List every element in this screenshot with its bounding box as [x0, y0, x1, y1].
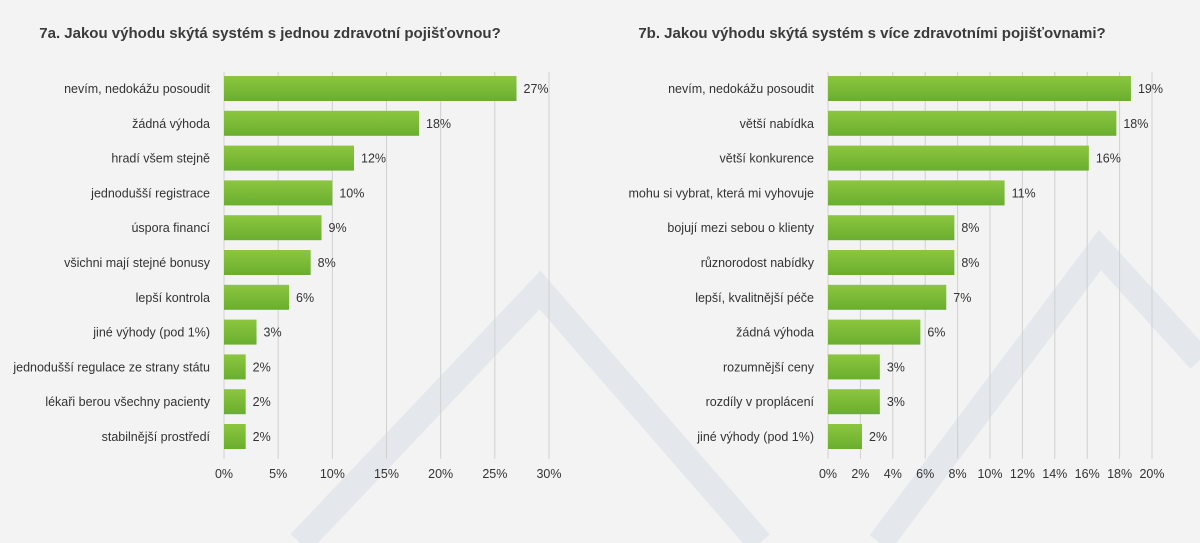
chart-7a-axis-ticks: 0% 5% 10% 15% 20% 25% 30% [215, 467, 562, 481]
x-tick-label: 0% [819, 467, 837, 481]
bar [224, 319, 257, 345]
chart-7a-data-labels: 27% 18% 12% 10% 9% 8% 6% 3% 2% 2% 2% [253, 82, 549, 444]
category-label: jednodušší regulace ze strany státu [12, 360, 210, 374]
x-tick-label: 18% [1107, 467, 1132, 481]
data-label: 7% [953, 291, 971, 305]
data-label: 11% [1012, 186, 1036, 200]
category-label: nevím, nedokážu posoudit [668, 82, 814, 96]
bar [828, 354, 880, 380]
bar [828, 389, 880, 415]
category-label: lepší, kvalitnější péče [695, 291, 814, 305]
x-tick-label: 0% [215, 467, 233, 481]
data-label: 2% [253, 360, 271, 374]
data-label: 6% [296, 291, 314, 305]
x-tick-label: 16% [1075, 467, 1100, 481]
data-label: 18% [1123, 117, 1148, 131]
chart-7b: 7b. Jakou výhodu skýtá systém s více zdr… [629, 25, 1165, 481]
x-tick-label: 5% [269, 467, 287, 481]
data-label: 8% [318, 256, 336, 270]
bar [224, 284, 289, 310]
category-label: lepší kontrola [136, 291, 210, 305]
data-label: 6% [927, 326, 945, 340]
category-label: jednodušší registrace [90, 186, 210, 200]
bar [224, 250, 311, 275]
data-label: 12% [361, 152, 386, 166]
category-label: lékaři berou všechny pacienty [45, 395, 210, 409]
bar [828, 250, 955, 275]
data-label: 16% [1096, 152, 1121, 166]
category-label: rozumnější ceny [723, 360, 815, 374]
bar [828, 145, 1089, 171]
data-label: 8% [961, 256, 979, 270]
bar [828, 180, 1005, 206]
data-label: 3% [887, 360, 905, 374]
bar [828, 319, 921, 345]
category-label: žádná výhoda [736, 326, 814, 340]
bar [224, 145, 354, 171]
x-tick-label: 4% [884, 467, 902, 481]
x-tick-label: 12% [1010, 467, 1035, 481]
category-label: jiné výhody (pod 1%) [696, 430, 814, 444]
bar [224, 76, 517, 101]
chart-7b-bars [828, 76, 1131, 449]
data-label: 2% [869, 430, 887, 444]
x-tick-label: 10% [320, 467, 345, 481]
x-tick-label: 14% [1042, 467, 1067, 481]
x-tick-label: 20% [428, 467, 453, 481]
data-label: 2% [253, 395, 271, 409]
chart-7b-category-labels: nevím, nedokážu posoudit větší nabídka vět… [629, 82, 815, 444]
chart-7b-data-labels: 19% 18% 16% 11% 8% 8% 7% 6% 3% 3% 2% [869, 82, 1163, 444]
chart-7a-title: 7a. Jakou výhodu skýtá systém s jednou z… [39, 25, 500, 42]
bar [828, 76, 1131, 101]
chart-7a: 7a. Jakou výhodu skýtá systém s jednou z… [12, 25, 561, 481]
background-decoration [290, 229, 1200, 543]
chart-7a-category-labels: nevím, nedokážu posoudit žádná výhoda hrad… [12, 82, 210, 444]
x-tick-label: 10% [977, 467, 1002, 481]
bar [828, 215, 955, 241]
bar [224, 110, 419, 136]
category-label: různorodost nabídky [701, 256, 815, 270]
data-label: 18% [426, 117, 451, 131]
category-label: hradí všem stejně [111, 152, 210, 166]
x-tick-label: 2% [851, 467, 869, 481]
category-label: větší nabídka [740, 117, 814, 131]
category-label: stabilnější prostředí [102, 430, 211, 444]
category-label: větší konkurence [720, 152, 815, 166]
data-label: 8% [961, 221, 979, 235]
chart-7a-gridlines [223, 72, 550, 459]
category-label: všichni mají stejné bonusy [64, 256, 211, 270]
category-label: žádná výhoda [132, 117, 210, 131]
chart-7b-axis-ticks: 0% 2% 4% 6% 8% 10% 12% 14% 16% 18% 20% [819, 467, 1165, 481]
category-label: bojují mezi sebou o klienty [667, 221, 814, 235]
category-label: nevím, nedokážu posoudit [64, 82, 210, 96]
data-label: 2% [253, 430, 271, 444]
category-label: jiné výhody (pod 1%) [92, 326, 210, 340]
data-label: 10% [339, 186, 364, 200]
x-tick-label: 20% [1139, 467, 1164, 481]
x-tick-label: 8% [949, 467, 967, 481]
data-label: 9% [329, 221, 347, 235]
category-label: mohu si vybrat, která mi vyhovuje [629, 186, 815, 200]
x-tick-label: 25% [482, 467, 507, 481]
bar [828, 110, 1117, 136]
data-label: 19% [1138, 82, 1163, 96]
chart-7b-title: 7b. Jakou výhodu skýtá systém s více zdr… [638, 25, 1105, 42]
category-label: rozdíly v proplácení [706, 395, 815, 409]
bar [224, 180, 333, 206]
bar [828, 284, 947, 310]
bar [224, 389, 246, 415]
bar [224, 354, 246, 380]
bar [224, 424, 246, 449]
x-tick-label: 6% [916, 467, 934, 481]
data-label: 3% [264, 326, 282, 340]
data-label: 27% [524, 82, 549, 96]
bar [828, 424, 863, 449]
category-label: úspora financí [131, 221, 210, 235]
data-label: 3% [887, 395, 905, 409]
chart-7a-bars [224, 76, 517, 449]
x-tick-label: 30% [536, 467, 561, 481]
x-tick-label: 15% [374, 467, 399, 481]
bar [224, 215, 322, 241]
